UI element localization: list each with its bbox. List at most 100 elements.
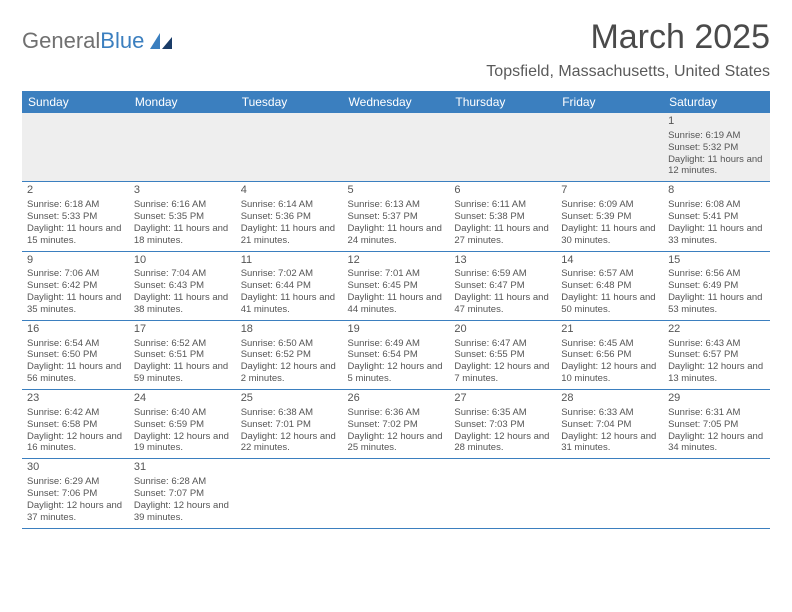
daylight-text: Daylight: 11 hours and 33 minutes. [668, 223, 765, 247]
calendar-day-cell: 3Sunrise: 6:16 AMSunset: 5:35 PMDaylight… [129, 182, 236, 251]
sunset-text: Sunset: 6:50 PM [27, 349, 124, 361]
calendar-day-cell: 15Sunrise: 6:56 AMSunset: 6:49 PMDayligh… [663, 251, 770, 320]
weekday-header: Monday [129, 91, 236, 113]
calendar-day-cell: 18Sunrise: 6:50 AMSunset: 6:52 PMDayligh… [236, 320, 343, 389]
daylight-text: Daylight: 11 hours and 30 minutes. [561, 223, 658, 247]
calendar-day-cell: 10Sunrise: 7:04 AMSunset: 6:43 PMDayligh… [129, 251, 236, 320]
calendar-day-cell: 17Sunrise: 6:52 AMSunset: 6:51 PMDayligh… [129, 320, 236, 389]
sunrise-text: Sunrise: 6:29 AM [27, 476, 124, 488]
sunset-text: Sunset: 5:36 PM [241, 211, 338, 223]
sunrise-text: Sunrise: 6:59 AM [454, 268, 551, 280]
sunset-text: Sunset: 6:52 PM [241, 349, 338, 361]
calendar-empty-cell [129, 113, 236, 182]
day-number: 2 [27, 184, 124, 198]
calendar-day-cell: 8Sunrise: 6:08 AMSunset: 5:41 PMDaylight… [663, 182, 770, 251]
day-number: 9 [27, 254, 124, 268]
sunset-text: Sunset: 6:59 PM [134, 419, 231, 431]
calendar-day-cell: 26Sunrise: 6:36 AMSunset: 7:02 PMDayligh… [343, 390, 450, 459]
sunset-text: Sunset: 6:55 PM [454, 349, 551, 361]
sunrise-text: Sunrise: 6:56 AM [668, 268, 765, 280]
weekday-header: Wednesday [343, 91, 450, 113]
weekday-header: Friday [556, 91, 663, 113]
sunset-text: Sunset: 6:57 PM [668, 349, 765, 361]
calendar-week-row: 1Sunrise: 6:19 AMSunset: 5:32 PMDaylight… [22, 113, 770, 182]
sunset-text: Sunset: 7:04 PM [561, 419, 658, 431]
weekday-header: Sunday [22, 91, 129, 113]
calendar-week-row: 9Sunrise: 7:06 AMSunset: 6:42 PMDaylight… [22, 251, 770, 320]
logo-text-a: General [22, 28, 100, 54]
sunset-text: Sunset: 5:37 PM [348, 211, 445, 223]
sunset-text: Sunset: 7:03 PM [454, 419, 551, 431]
calendar-day-cell: 27Sunrise: 6:35 AMSunset: 7:03 PMDayligh… [449, 390, 556, 459]
sunset-text: Sunset: 6:45 PM [348, 280, 445, 292]
sunset-text: Sunset: 5:32 PM [668, 142, 765, 154]
sunset-text: Sunset: 6:54 PM [348, 349, 445, 361]
day-number: 27 [454, 392, 551, 406]
sunrise-text: Sunrise: 6:40 AM [134, 407, 231, 419]
daylight-text: Daylight: 12 hours and 25 minutes. [348, 431, 445, 455]
daylight-text: Daylight: 12 hours and 10 minutes. [561, 361, 658, 385]
calendar-day-cell: 6Sunrise: 6:11 AMSunset: 5:38 PMDaylight… [449, 182, 556, 251]
calendar-day-cell: 19Sunrise: 6:49 AMSunset: 6:54 PMDayligh… [343, 320, 450, 389]
calendar-empty-cell [236, 459, 343, 528]
daylight-text: Daylight: 11 hours and 44 minutes. [348, 292, 445, 316]
sunrise-text: Sunrise: 7:04 AM [134, 268, 231, 280]
calendar-day-cell: 16Sunrise: 6:54 AMSunset: 6:50 PMDayligh… [22, 320, 129, 389]
calendar-day-cell: 4Sunrise: 6:14 AMSunset: 5:36 PMDaylight… [236, 182, 343, 251]
location-label: Topsfield, Massachusetts, United States [486, 63, 770, 81]
daylight-text: Daylight: 12 hours and 39 minutes. [134, 500, 231, 524]
page-header: GeneralBlue March 2025 Topsfield, Massac… [22, 18, 770, 81]
sunset-text: Sunset: 7:02 PM [348, 419, 445, 431]
sunrise-text: Sunrise: 6:31 AM [668, 407, 765, 419]
sunrise-text: Sunrise: 6:11 AM [454, 199, 551, 211]
sunset-text: Sunset: 7:07 PM [134, 488, 231, 500]
sunrise-text: Sunrise: 6:14 AM [241, 199, 338, 211]
sunrise-text: Sunrise: 6:57 AM [561, 268, 658, 280]
day-number: 19 [348, 323, 445, 337]
sunrise-text: Sunrise: 6:33 AM [561, 407, 658, 419]
weekday-header: Saturday [663, 91, 770, 113]
sunset-text: Sunset: 6:42 PM [27, 280, 124, 292]
sunrise-text: Sunrise: 6:50 AM [241, 338, 338, 350]
calendar-day-cell: 12Sunrise: 7:01 AMSunset: 6:45 PMDayligh… [343, 251, 450, 320]
calendar-day-cell: 29Sunrise: 6:31 AMSunset: 7:05 PMDayligh… [663, 390, 770, 459]
daylight-text: Daylight: 12 hours and 34 minutes. [668, 431, 765, 455]
calendar-empty-cell [556, 459, 663, 528]
daylight-text: Daylight: 12 hours and 37 minutes. [27, 500, 124, 524]
sunrise-text: Sunrise: 7:02 AM [241, 268, 338, 280]
sunset-text: Sunset: 6:43 PM [134, 280, 231, 292]
sunrise-text: Sunrise: 6:43 AM [668, 338, 765, 350]
daylight-text: Daylight: 11 hours and 15 minutes. [27, 223, 124, 247]
sunrise-text: Sunrise: 6:16 AM [134, 199, 231, 211]
sunrise-text: Sunrise: 6:13 AM [348, 199, 445, 211]
day-number: 30 [27, 461, 124, 475]
daylight-text: Daylight: 12 hours and 16 minutes. [27, 431, 124, 455]
calendar-day-cell: 20Sunrise: 6:47 AMSunset: 6:55 PMDayligh… [449, 320, 556, 389]
logo-text-b: Blue [100, 28, 144, 54]
daylight-text: Daylight: 12 hours and 31 minutes. [561, 431, 658, 455]
daylight-text: Daylight: 11 hours and 47 minutes. [454, 292, 551, 316]
calendar-week-row: 2Sunrise: 6:18 AMSunset: 5:33 PMDaylight… [22, 182, 770, 251]
daylight-text: Daylight: 11 hours and 56 minutes. [27, 361, 124, 385]
daylight-text: Daylight: 11 hours and 41 minutes. [241, 292, 338, 316]
sunrise-text: Sunrise: 6:18 AM [27, 199, 124, 211]
daylight-text: Daylight: 12 hours and 19 minutes. [134, 431, 231, 455]
calendar-day-cell: 7Sunrise: 6:09 AMSunset: 5:39 PMDaylight… [556, 182, 663, 251]
day-number: 6 [454, 184, 551, 198]
sunrise-text: Sunrise: 6:38 AM [241, 407, 338, 419]
daylight-text: Daylight: 11 hours and 35 minutes. [27, 292, 124, 316]
weekday-header: Tuesday [236, 91, 343, 113]
calendar-body: 1Sunrise: 6:19 AMSunset: 5:32 PMDaylight… [22, 113, 770, 528]
sunrise-text: Sunrise: 6:54 AM [27, 338, 124, 350]
daylight-text: Daylight: 11 hours and 59 minutes. [134, 361, 231, 385]
day-number: 13 [454, 254, 551, 268]
daylight-text: Daylight: 11 hours and 21 minutes. [241, 223, 338, 247]
calendar-empty-cell [343, 113, 450, 182]
day-number: 22 [668, 323, 765, 337]
sunrise-text: Sunrise: 6:47 AM [454, 338, 551, 350]
sunrise-text: Sunrise: 6:49 AM [348, 338, 445, 350]
calendar-empty-cell [22, 113, 129, 182]
sunset-text: Sunset: 6:49 PM [668, 280, 765, 292]
daylight-text: Daylight: 11 hours and 12 minutes. [668, 154, 765, 178]
calendar-week-row: 23Sunrise: 6:42 AMSunset: 6:58 PMDayligh… [22, 390, 770, 459]
